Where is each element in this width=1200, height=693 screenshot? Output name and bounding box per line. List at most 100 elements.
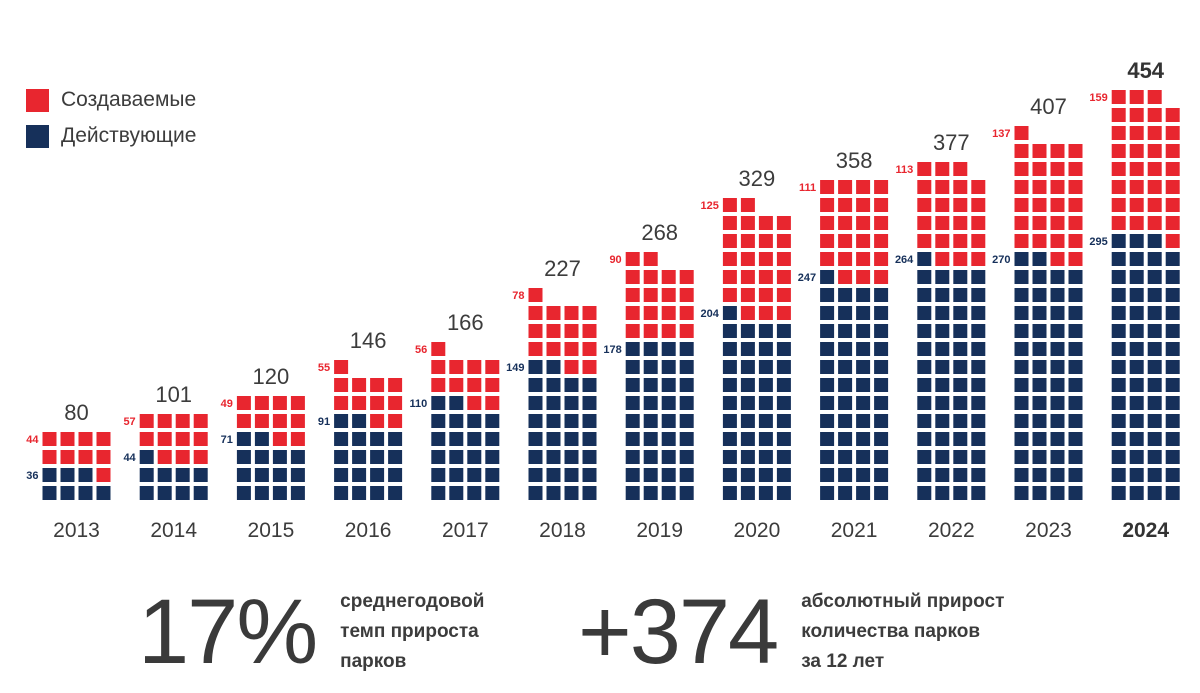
waffle-square-active	[528, 378, 543, 392]
waffle-square-active	[1111, 252, 1126, 266]
bar-active-label: 270	[992, 254, 1010, 266]
waffle-square-active	[856, 450, 871, 464]
waffle-square-active	[1147, 270, 1162, 284]
waffle-square-planned	[722, 216, 737, 230]
bar-planned-label: 159	[1089, 92, 1107, 104]
waffle-square-planned	[1014, 162, 1029, 176]
waffle-square-planned	[1032, 216, 1047, 230]
waffle-square-planned	[157, 432, 172, 446]
waffle-square-active	[917, 450, 932, 464]
waffle-square-active	[1147, 324, 1162, 338]
waffle-square-active	[1014, 432, 1029, 446]
waffle-square-active	[139, 486, 154, 500]
legend: Создаваемые Действующие	[26, 88, 196, 160]
waffle-square-active	[953, 450, 968, 464]
waffle-square-active	[272, 468, 287, 482]
waffle-square-planned	[625, 306, 640, 320]
waffle-square-active	[1111, 432, 1126, 446]
waffle-square-planned	[564, 342, 579, 356]
bar-total-label: 101	[155, 382, 192, 407]
waffle-square-planned	[643, 324, 658, 338]
waffle-square-active	[625, 396, 640, 410]
waffle-square-active	[528, 468, 543, 482]
stat-growth-rate-description: среднегодовой темп прироста парков	[340, 587, 484, 677]
waffle-square-active	[449, 468, 464, 482]
x-tick-label: 2024	[1122, 519, 1169, 542]
waffle-square-active	[546, 468, 561, 482]
waffle-square-planned	[290, 414, 305, 428]
waffle-square-active	[1147, 432, 1162, 446]
waffle-square-active	[625, 468, 640, 482]
waffle-square-active	[679, 360, 694, 374]
bar-planned-label: 78	[512, 290, 524, 302]
waffle-square-active	[1050, 414, 1065, 428]
waffle-square-active	[758, 378, 773, 392]
waffle-square-active	[740, 378, 755, 392]
waffle-square-planned	[874, 180, 889, 194]
waffle-square-active	[722, 450, 737, 464]
waffle-square-planned	[679, 324, 694, 338]
waffle-square-planned	[1068, 198, 1083, 212]
legend-swatch-active	[26, 124, 49, 148]
waffle-square-active	[1068, 306, 1083, 320]
waffle-square-active	[78, 486, 93, 500]
waffle-square-planned	[528, 288, 543, 302]
bar-planned-label: 125	[701, 200, 719, 212]
waffle-square-planned	[370, 396, 385, 410]
waffle-chart: 80 44 36 2013 101 57 44 2014 120 49 71 2015 146 55 91 2…	[26, 58, 1180, 542]
waffle-square-active	[1050, 324, 1065, 338]
waffle-square-active	[758, 396, 773, 410]
waffle-square-active	[272, 450, 287, 464]
waffle-square-active	[1129, 414, 1144, 428]
waffle-square-active	[740, 486, 755, 500]
waffle-square-active	[820, 414, 835, 428]
waffle-square-planned	[838, 252, 853, 266]
legend-item-active: Действующие	[26, 124, 196, 148]
waffle-square-active	[971, 324, 986, 338]
waffle-square-active	[722, 378, 737, 392]
waffle-square-planned	[776, 270, 791, 284]
waffle-square-planned	[1050, 162, 1065, 176]
waffle-square-active	[935, 306, 950, 320]
waffle-square-active	[971, 468, 986, 482]
waffle-square-planned	[236, 414, 251, 428]
waffle-square-active	[820, 396, 835, 410]
bar-active-label: 247	[798, 272, 816, 284]
waffle-square-planned	[1165, 126, 1180, 140]
waffle-square-active	[1032, 306, 1047, 320]
waffle-square-active	[776, 396, 791, 410]
bar-total-label: 146	[350, 328, 387, 353]
waffle-square-active	[175, 468, 190, 482]
waffle-square-active	[1014, 360, 1029, 374]
waffle-square-active	[388, 468, 403, 482]
waffle-square-active	[971, 378, 986, 392]
waffle-square-active	[546, 450, 561, 464]
waffle-square-active	[1129, 396, 1144, 410]
waffle-square-planned	[874, 216, 889, 230]
waffle-square-planned	[935, 198, 950, 212]
bar-active-label: 149	[506, 362, 524, 374]
waffle-square-active	[971, 486, 986, 500]
waffle-square-active	[1165, 378, 1180, 392]
waffle-square-active	[679, 450, 694, 464]
x-tick-label: 2015	[248, 519, 295, 542]
waffle-square-planned	[78, 432, 93, 446]
waffle-square-active	[758, 342, 773, 356]
waffle-square-planned	[1147, 126, 1162, 140]
waffle-square-active	[1147, 234, 1162, 248]
waffle-square-active	[42, 468, 57, 482]
waffle-square-planned	[820, 252, 835, 266]
waffle-square-active	[820, 432, 835, 446]
bar-planned-label: 90	[609, 254, 621, 266]
waffle-square-planned	[1068, 162, 1083, 176]
waffle-square-planned	[485, 360, 500, 374]
waffle-square-active	[564, 396, 579, 410]
waffle-square-planned	[820, 180, 835, 194]
stat-absolute-growth-line: абсолютный прирост	[801, 591, 1005, 612]
waffle-square-planned	[776, 306, 791, 320]
bar-total-label: 268	[641, 220, 678, 245]
waffle-square-planned	[1111, 162, 1126, 176]
waffle-square-active	[582, 432, 597, 446]
waffle-square-active	[758, 450, 773, 464]
waffle-square-active	[856, 288, 871, 302]
